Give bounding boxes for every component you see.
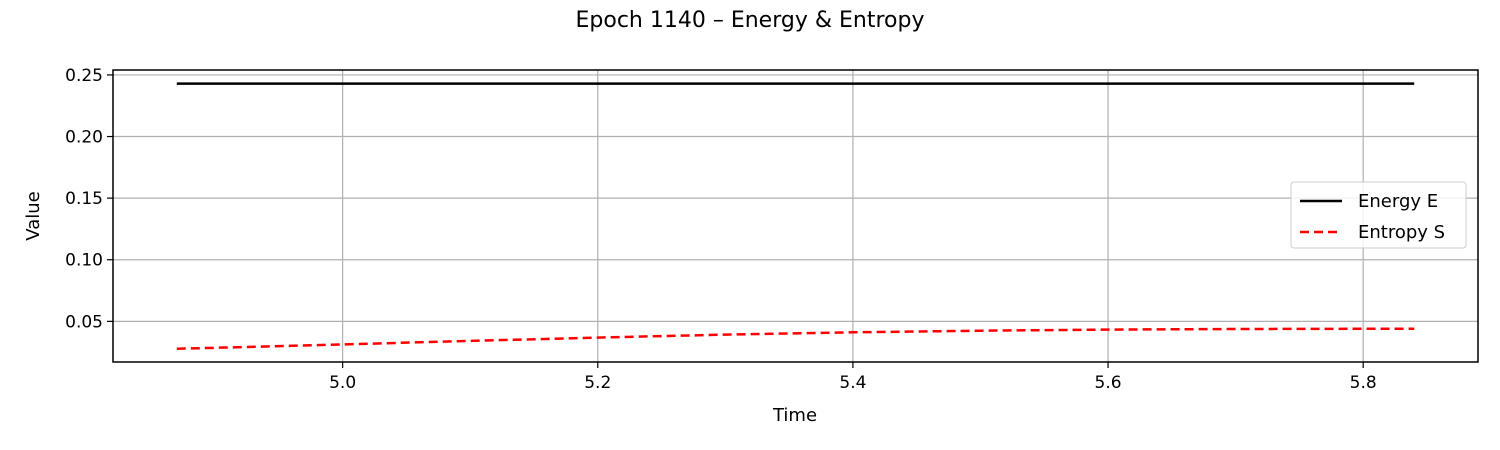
plot-frame xyxy=(112,69,1479,363)
y-axis-ticks: 0.05 0.10 0.15 0.20 0.25 xyxy=(65,66,113,332)
x-tick-label: 5.2 xyxy=(584,373,611,393)
y-tick-label: 0.15 xyxy=(65,189,103,209)
x-tick-label: 5.4 xyxy=(839,373,866,393)
legend: Energy E Entropy S xyxy=(1290,181,1467,249)
x-tick-label: 5.8 xyxy=(1350,373,1377,393)
x-tick-label: 5.0 xyxy=(329,373,356,393)
legend-label-entropy-s: Entropy S xyxy=(1358,222,1445,243)
y-tick-label: 0.25 xyxy=(65,66,103,86)
x-axis-label: Time xyxy=(772,405,817,426)
chart-title: Epoch 1140 – Energy & Entropy xyxy=(576,8,925,33)
series-line-entropy-s xyxy=(176,327,1415,351)
y-axis-label: Value xyxy=(23,191,44,240)
grid xyxy=(113,70,1478,362)
y-tick-label: 0.10 xyxy=(65,251,103,271)
y-tick-label: 0.05 xyxy=(65,312,103,332)
y-tick-label: 0.20 xyxy=(65,128,103,148)
plot-series xyxy=(176,82,1415,351)
x-tick-label: 5.6 xyxy=(1095,373,1122,393)
x-axis-ticks: 5.0 5.2 5.4 5.6 5.8 xyxy=(329,362,1377,393)
legend-label-energy-e: Energy E xyxy=(1358,191,1438,212)
